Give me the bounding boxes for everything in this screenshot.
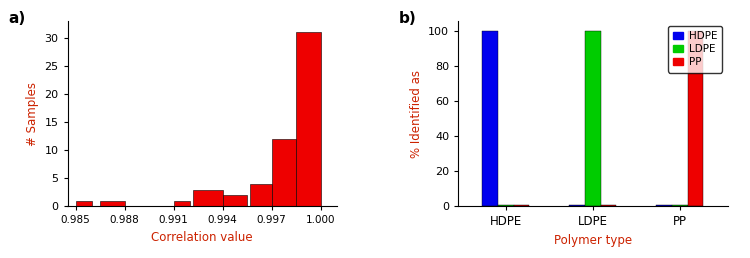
Y-axis label: % Identified as: % Identified as: [410, 69, 422, 158]
X-axis label: Polymer type: Polymer type: [554, 234, 632, 247]
Bar: [76, 201, 92, 206]
Bar: [223, 195, 247, 206]
Legend: HDPE, LDPE, PP: HDPE, LDPE, PP: [668, 26, 722, 72]
Bar: [251, 184, 272, 206]
X-axis label: Correlation value: Correlation value: [152, 231, 253, 244]
Bar: [296, 32, 320, 206]
Bar: [514, 205, 529, 206]
Bar: [569, 205, 585, 206]
Bar: [656, 205, 672, 206]
Bar: [601, 205, 616, 206]
Bar: [498, 205, 514, 206]
Bar: [272, 139, 296, 206]
Bar: [194, 190, 223, 206]
Text: b): b): [399, 11, 416, 26]
Bar: [688, 31, 703, 206]
Bar: [672, 205, 688, 206]
Bar: [482, 31, 498, 206]
Bar: [100, 201, 124, 206]
Bar: [173, 201, 190, 206]
Bar: [585, 31, 601, 206]
Text: a): a): [8, 11, 26, 26]
Y-axis label: # Samples: # Samples: [26, 82, 39, 146]
